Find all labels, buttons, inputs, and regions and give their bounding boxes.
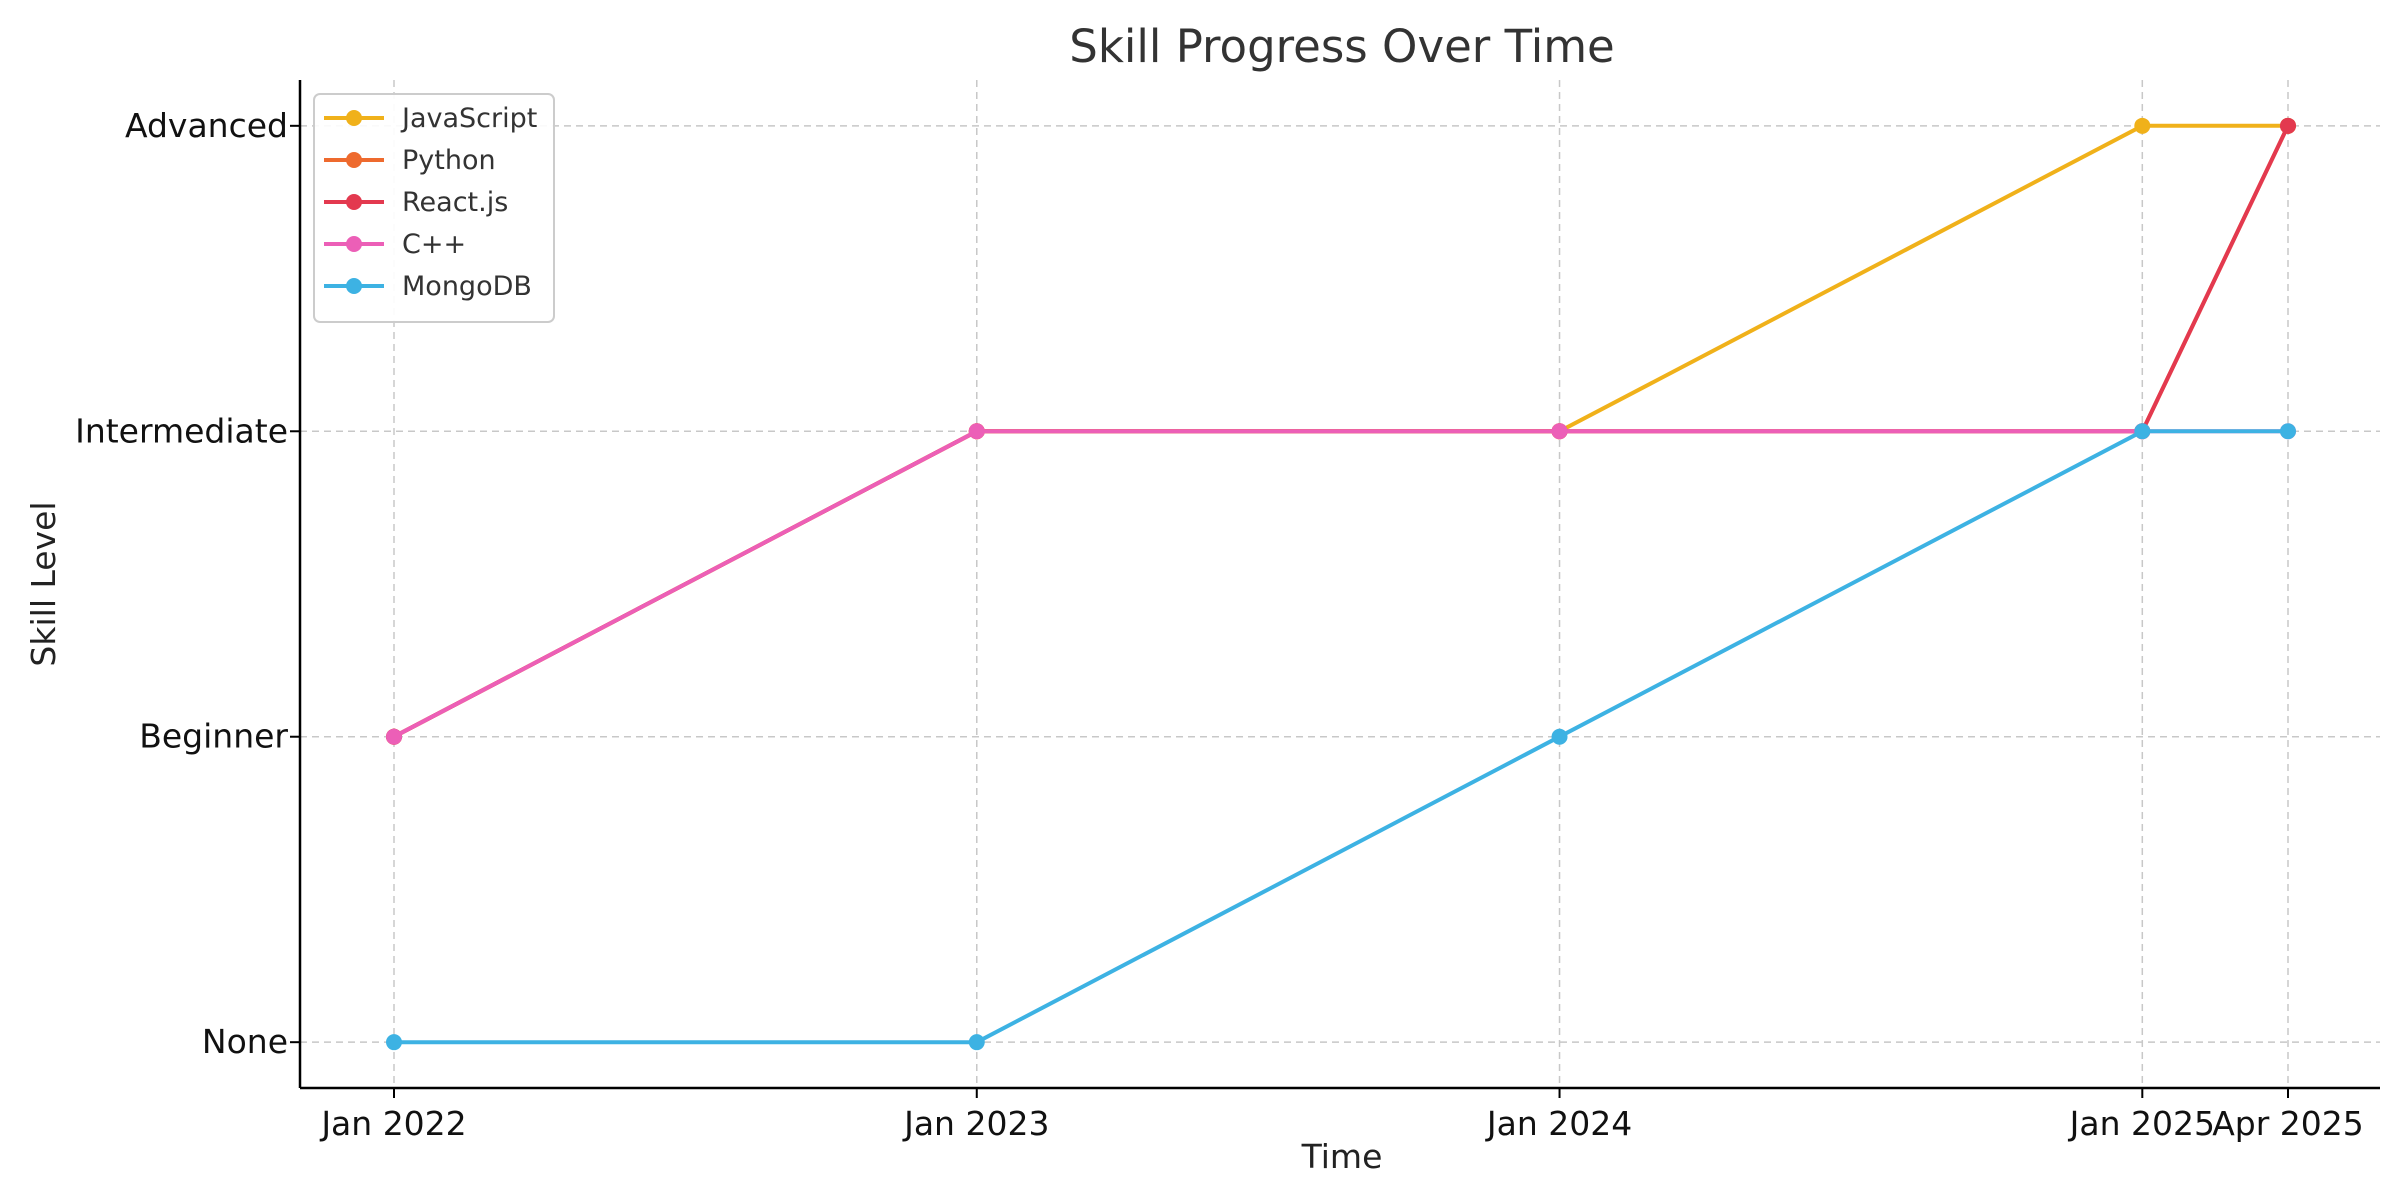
- grid: [300, 80, 2380, 1088]
- legend-label: Python: [402, 145, 496, 176]
- y-tick-label-none: None: [202, 1022, 288, 1061]
- x-tick-label-apr-2025: Apr 2025: [2212, 1104, 2364, 1143]
- y-tick-label-beginner: Beginner: [139, 717, 288, 756]
- legend-entry-python: Python: [324, 145, 496, 176]
- series-mongodb: [386, 423, 2296, 1051]
- data-point-c: [386, 728, 402, 745]
- series-line-c: [393, 429, 2288, 739]
- series-lines: [386, 117, 2296, 1051]
- chart-title: Skill Progress Over Time: [1069, 20, 1614, 73]
- legend-marker: [346, 194, 362, 210]
- x-tick-label-jan-2022: Jan 2022: [319, 1104, 466, 1143]
- x-axis-label: Time: [1301, 1137, 1383, 1176]
- axes: [298, 80, 2380, 1090]
- series-c: [386, 423, 2296, 745]
- data-point-mongodb: [386, 1034, 402, 1051]
- data-point-mongodb: [968, 1034, 985, 1051]
- legend-entry-mongodb: MongoDB: [324, 271, 532, 302]
- y-tick-label-advanced: Advanced: [125, 106, 288, 145]
- x-tick-label-jan-2023: Jan 2023: [902, 1104, 1049, 1143]
- legend-label: React.js: [402, 187, 508, 218]
- x-tick-label-jan-2025: Jan 2025: [2068, 1104, 2215, 1143]
- legend-marker: [346, 152, 362, 168]
- data-point-c: [1551, 423, 1568, 440]
- x-tick-label-jan-2024: Jan 2024: [1485, 1104, 1632, 1143]
- legend-marker: [346, 110, 362, 126]
- legend-box: [313, 93, 555, 323]
- y-tick-label-intermediate: Intermediate: [75, 411, 288, 450]
- legend-marker: [346, 278, 362, 294]
- data-point-c: [968, 423, 985, 440]
- legend-entry-javascript: JavaScript: [324, 103, 537, 134]
- legend-label: JavaScript: [400, 103, 537, 134]
- legend-label: MongoDB: [402, 271, 532, 302]
- legend: JavaScript Python React.js C++ MongoDB: [313, 93, 555, 323]
- y-axis-label: Skill Level: [24, 501, 63, 666]
- data-point-mongodb: [2280, 423, 2296, 440]
- data-point-mongodb: [2134, 423, 2151, 440]
- legend-label: C++: [402, 229, 466, 260]
- legend-marker: [346, 236, 362, 252]
- data-point-javascript: [2134, 117, 2151, 134]
- data-point-react-js: [2280, 117, 2296, 134]
- data-point-mongodb: [1551, 728, 1568, 745]
- legend-entry-react-js: React.js: [324, 187, 508, 218]
- legend-entry-c: C++: [324, 229, 466, 260]
